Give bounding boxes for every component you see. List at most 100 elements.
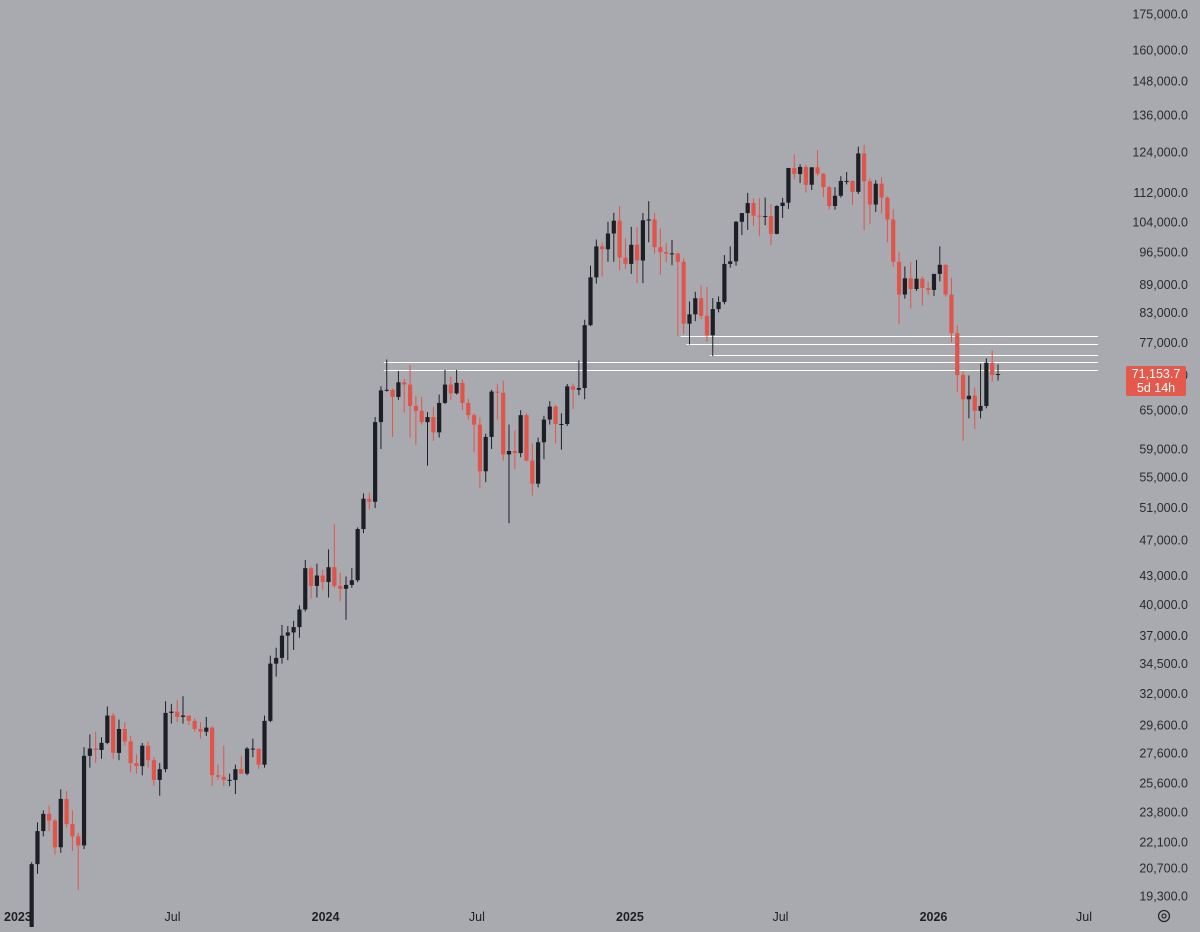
candle-body xyxy=(192,720,197,729)
candle xyxy=(239,755,244,774)
candle-body xyxy=(64,798,69,825)
candle-body xyxy=(378,390,384,423)
candle xyxy=(664,242,669,263)
y-tick-label: 29,600.0 xyxy=(1139,718,1188,732)
candle-body xyxy=(431,417,436,433)
y-tick-label: 47,000.0 xyxy=(1139,533,1188,547)
candle xyxy=(530,443,535,496)
candle-body xyxy=(780,202,785,206)
candle xyxy=(361,493,366,534)
candle-body xyxy=(722,263,727,302)
candle-body xyxy=(716,301,721,310)
candle xyxy=(349,568,354,588)
y-tick-label: 34,500.0 xyxy=(1139,657,1188,671)
candle xyxy=(553,404,558,444)
candle xyxy=(774,205,779,235)
candle-body xyxy=(984,362,989,406)
candle-body xyxy=(873,183,878,205)
candle xyxy=(303,560,308,612)
x-tick-label: 2026 xyxy=(920,910,948,924)
candle-body xyxy=(838,180,843,196)
candle-body xyxy=(367,498,372,502)
x-tick-label: Jul xyxy=(772,910,788,924)
y-tick-label: 124,000.0 xyxy=(1132,145,1188,159)
candle-body xyxy=(58,798,63,848)
candle-body xyxy=(681,261,686,324)
y-tick-label: 104,000.0 xyxy=(1132,216,1188,230)
candle xyxy=(367,492,372,510)
candle-body xyxy=(827,187,832,206)
candle xyxy=(972,387,977,430)
candle xyxy=(157,763,162,796)
candle-body xyxy=(291,627,296,633)
candle-body xyxy=(81,755,87,846)
gear-icon[interactable] xyxy=(1157,909,1171,923)
candle xyxy=(47,805,52,832)
candle xyxy=(669,239,675,266)
candle-body xyxy=(227,779,232,781)
candle xyxy=(454,369,459,395)
candle xyxy=(850,180,855,205)
candle-body xyxy=(145,745,151,761)
candle-body xyxy=(995,374,1001,376)
candle xyxy=(908,262,913,309)
candle xyxy=(291,620,296,650)
candle-body xyxy=(733,221,739,262)
candle-body xyxy=(134,763,139,767)
y-tick-label: 43,000.0 xyxy=(1139,569,1188,583)
candle-body xyxy=(111,715,116,753)
candle xyxy=(675,252,680,337)
candle-body xyxy=(262,720,267,765)
candle xyxy=(466,398,471,420)
candle-body xyxy=(565,386,570,424)
candle-body xyxy=(343,584,349,589)
candle-body xyxy=(407,384,413,406)
y-tick-label: 55,000.0 xyxy=(1139,471,1188,485)
candle xyxy=(81,747,87,850)
candle-body xyxy=(937,264,942,274)
candle-body xyxy=(180,715,186,717)
x-tick-label: Jul xyxy=(469,910,485,924)
candle-body xyxy=(279,635,285,658)
candle-body xyxy=(413,405,418,411)
candle-body xyxy=(640,220,646,261)
candle-body xyxy=(576,388,581,390)
candle-body xyxy=(524,415,529,461)
candle xyxy=(477,417,483,489)
y-tick-label: 136,000.0 xyxy=(1132,108,1188,122)
price-axis[interactable]: 19,300.0 20,700.0 22,100.0 23,800.0 25,600.0… xyxy=(1132,8,1188,904)
candle-body xyxy=(326,567,331,583)
candle-body xyxy=(652,219,657,248)
x-tick-label: Jul xyxy=(1076,910,1092,924)
x-tick-label: Jul xyxy=(165,910,181,924)
candle xyxy=(652,213,657,254)
candle-body xyxy=(885,197,890,220)
candle-body xyxy=(751,203,756,216)
candle xyxy=(879,177,884,214)
candle-body xyxy=(198,728,203,732)
candle-body xyxy=(728,261,733,264)
candle xyxy=(192,718,197,732)
candle xyxy=(140,742,145,776)
candle xyxy=(984,358,989,409)
candle-body xyxy=(600,246,605,250)
candle-body xyxy=(448,384,453,394)
candle-body xyxy=(285,632,290,636)
y-tick-label: 89,000.0 xyxy=(1139,278,1188,292)
candle-body xyxy=(518,415,523,454)
candle xyxy=(699,285,704,320)
time-axis[interactable]: 2023 Jul 2024 Jul 2025 Jul 2026 Jul xyxy=(4,910,1092,924)
candle-body xyxy=(949,294,954,334)
candle-body xyxy=(396,382,401,397)
candle xyxy=(885,196,890,243)
candle xyxy=(314,563,320,598)
candle xyxy=(792,154,797,180)
candle-body xyxy=(693,298,698,315)
candle xyxy=(175,700,180,723)
candle-body xyxy=(163,712,168,770)
candle-body xyxy=(332,567,337,586)
candle xyxy=(937,246,942,282)
candle-body xyxy=(349,580,354,585)
